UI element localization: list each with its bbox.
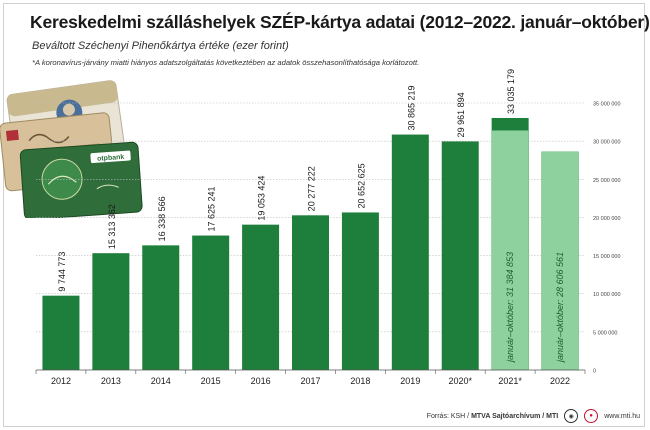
bar-2012 [42,295,80,370]
partial-bar-2022 [541,151,579,371]
y-tick-label: 5 000 000 [593,330,617,336]
y-tick-label: 25 000 000 [593,178,621,184]
card-bank-name: otpbank [97,154,125,163]
szep-card-illustration: otpbank [0,80,143,218]
partial-value-label: január–október: 28 606 561 [555,252,565,363]
bar-2015 [192,235,230,370]
x-category-label: 2019 [400,376,420,386]
y-tick-label: 20 000 000 [593,216,621,222]
value-label: 30 865 219 [406,85,416,130]
mtva-logo-icon: ◉ [564,409,579,423]
footer: Forrás: KSH / MTVA Sajtóarchívum / MTI ◉… [427,409,640,423]
infographic-frame [3,3,645,427]
value-label: 19 053 424 [257,176,267,221]
x-category-label: 2022 [550,376,570,386]
x-category-label: 2018 [350,376,370,386]
x-category-label: 2017 [300,376,320,386]
value-label: 17 625 241 [207,186,217,231]
y-tick-label: 0 [593,369,596,375]
partial-value-label: január–október: 31 384 853 [505,252,515,363]
value-label: 9 744 773 [57,252,67,292]
x-category-label: 2020* [448,376,472,386]
bar-2020 [441,141,479,370]
chart-subtitle: Beváltott Széchenyi Pihenőkártya értéke … [32,40,289,52]
y-tick-label: 35 000 000 [593,102,621,108]
bar-2013 [92,253,130,370]
value-labels: 9 744 773 15 313 362 16 338 566 17 625 241 1… [57,69,565,363]
axes: 0 5 000 000 10 000 000 15 000 000 20 000 000… [35,102,621,386]
value-label: 29 961 894 [456,92,466,137]
x-category-label: 2014 [151,376,171,386]
x-category-label: 2016 [251,376,271,386]
y-tick-label: 10 000 000 [593,292,621,298]
chart-title: Kereskedelmi szálláshelyek SZÉP-kártya a… [30,12,650,32]
value-label: 15 313 362 [107,204,117,249]
x-category-label: 2015 [201,376,221,386]
website-link[interactable]: www.mti.hu [604,412,640,420]
value-label: 16 338 566 [157,196,167,241]
value-label: 20 277 222 [307,166,317,211]
bar-2017 [292,215,329,370]
x-category-label: 2021* [498,376,522,386]
bar-2019 [391,134,429,370]
source-bold: MTVA Sajtóarchívum / MTI [471,412,559,420]
x-category-label: 2012 [51,376,71,386]
value-label: 20 652 625 [356,163,366,208]
y-tick-label: 15 000 000 [593,254,621,260]
bar-2018 [341,212,379,370]
bars [42,117,579,371]
partial-bar-2021 [491,130,529,371]
mti-logo-icon: ● [584,409,599,423]
value-label: 33 035 179 [506,69,516,114]
source-text: Forrás: KSH / MTVA Sajtóarchívum / MTI [427,413,558,420]
x-category-label: 2013 [101,376,121,386]
bar-2016 [242,224,280,370]
chart-footnote: *A koronavírus-járvány miatti hiányos ad… [32,58,420,67]
source-prefix: Forrás: KSH / [426,412,470,420]
y-tick-label: 30 000 000 [593,140,621,146]
bar-2014 [142,245,180,370]
